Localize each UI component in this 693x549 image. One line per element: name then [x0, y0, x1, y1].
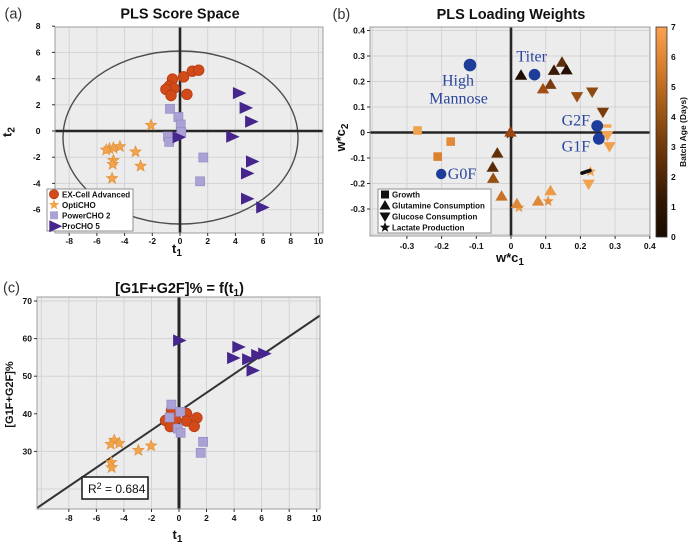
svg-text:-0.1: -0.1	[350, 153, 365, 163]
svg-text:-4: -4	[33, 178, 41, 188]
svg-text:PLS Loading Weights: PLS Loading Weights	[437, 7, 586, 23]
svg-text:-0.3: -0.3	[350, 204, 365, 214]
svg-text:Mannose: Mannose	[429, 91, 488, 108]
svg-text:0.4: 0.4	[353, 26, 365, 36]
svg-text:0: 0	[509, 241, 514, 251]
svg-text:10: 10	[314, 236, 324, 246]
svg-text:8: 8	[36, 21, 41, 31]
svg-text:(b): (b)	[333, 7, 351, 23]
svg-text:G1F: G1F	[562, 139, 591, 156]
svg-text:-8: -8	[65, 236, 73, 246]
svg-text:4: 4	[671, 112, 676, 122]
svg-text:2: 2	[204, 513, 209, 523]
svg-text:-2: -2	[149, 236, 157, 246]
svg-text:-8: -8	[65, 513, 73, 523]
svg-text:-4: -4	[121, 236, 129, 246]
svg-text:2: 2	[36, 100, 41, 110]
svg-text:-2: -2	[148, 513, 156, 523]
svg-text:0: 0	[178, 236, 183, 246]
svg-text:t1: t1	[173, 527, 183, 545]
svg-text:70: 70	[23, 296, 33, 306]
svg-text:0.4: 0.4	[644, 241, 656, 251]
svg-text:60: 60	[23, 334, 33, 344]
svg-text:0: 0	[360, 128, 365, 138]
svg-text:0.1: 0.1	[540, 241, 552, 251]
svg-text:(a): (a)	[5, 7, 23, 23]
svg-text:Lactate Production: Lactate Production	[392, 224, 465, 233]
svg-text:4: 4	[232, 513, 237, 523]
svg-text:6: 6	[261, 236, 266, 246]
svg-text:0.1: 0.1	[353, 102, 365, 112]
svg-text:G0F: G0F	[448, 166, 477, 183]
svg-text:2: 2	[205, 236, 210, 246]
svg-text:Glutamine Consumption: Glutamine Consumption	[392, 202, 485, 211]
svg-text:w*c1: w*c1	[495, 250, 524, 268]
svg-text:6: 6	[36, 47, 41, 57]
svg-text:G2F: G2F	[562, 113, 591, 130]
svg-text:7: 7	[671, 22, 676, 32]
svg-text:0.2: 0.2	[353, 77, 365, 87]
svg-text:40: 40	[23, 409, 33, 419]
svg-text:3: 3	[671, 142, 676, 152]
svg-text:0: 0	[36, 126, 41, 136]
svg-text:-0.2: -0.2	[434, 241, 449, 251]
svg-text:t2: t2	[0, 127, 18, 137]
svg-text:PLS Score Space: PLS Score Space	[120, 7, 239, 23]
svg-text:Titer: Titer	[516, 49, 547, 66]
svg-text:-0.3: -0.3	[400, 241, 415, 251]
svg-text:Batch Age (Days): Batch Age (Days)	[678, 97, 688, 167]
svg-text:OptiCHO: OptiCHO	[62, 201, 96, 210]
svg-text:Growth: Growth	[392, 191, 420, 200]
svg-text:50: 50	[23, 371, 33, 381]
svg-text:-0.2: -0.2	[350, 179, 365, 189]
svg-text:0: 0	[177, 513, 182, 523]
svg-text:PowerCHO 2: PowerCHO 2	[62, 211, 111, 220]
svg-text:Glucose Consumption: Glucose Consumption	[392, 213, 477, 222]
svg-text:R2 = 0.684: R2 = 0.684	[88, 481, 146, 496]
svg-text:[G1F+G2F]% = f(t1): [G1F+G2F]% = f(t1)	[115, 281, 244, 299]
svg-text:(c): (c)	[3, 281, 20, 297]
svg-text:1: 1	[671, 202, 676, 212]
svg-text:0.3: 0.3	[609, 241, 621, 251]
svg-text:4: 4	[36, 74, 41, 84]
svg-text:t1: t1	[172, 241, 182, 259]
svg-text:0: 0	[671, 232, 676, 242]
svg-text:[G1F+G2F]%: [G1F+G2F]%	[4, 361, 16, 428]
svg-text:0.2: 0.2	[574, 241, 586, 251]
svg-text:8: 8	[287, 513, 292, 523]
svg-text:2: 2	[671, 172, 676, 182]
svg-text:4: 4	[233, 236, 238, 246]
svg-text:8: 8	[288, 236, 293, 246]
svg-text:6: 6	[259, 513, 264, 523]
svg-text:w*c2: w*c2	[333, 123, 351, 152]
svg-text:-0.1: -0.1	[469, 241, 484, 251]
svg-text:-2: -2	[33, 152, 41, 162]
svg-text:High: High	[442, 73, 474, 90]
svg-text:6: 6	[671, 52, 676, 62]
svg-text:30: 30	[23, 446, 33, 456]
svg-text:-4: -4	[120, 513, 128, 523]
svg-text:-6: -6	[33, 205, 41, 215]
svg-text:EX-Cell Advanced: EX-Cell Advanced	[62, 190, 130, 199]
svg-text:ProCHO 5: ProCHO 5	[62, 222, 100, 231]
svg-text:-6: -6	[93, 236, 101, 246]
svg-text:0.3: 0.3	[353, 51, 365, 61]
svg-text:-6: -6	[93, 513, 101, 523]
svg-text:10: 10	[312, 513, 322, 523]
svg-text:5: 5	[671, 82, 676, 92]
